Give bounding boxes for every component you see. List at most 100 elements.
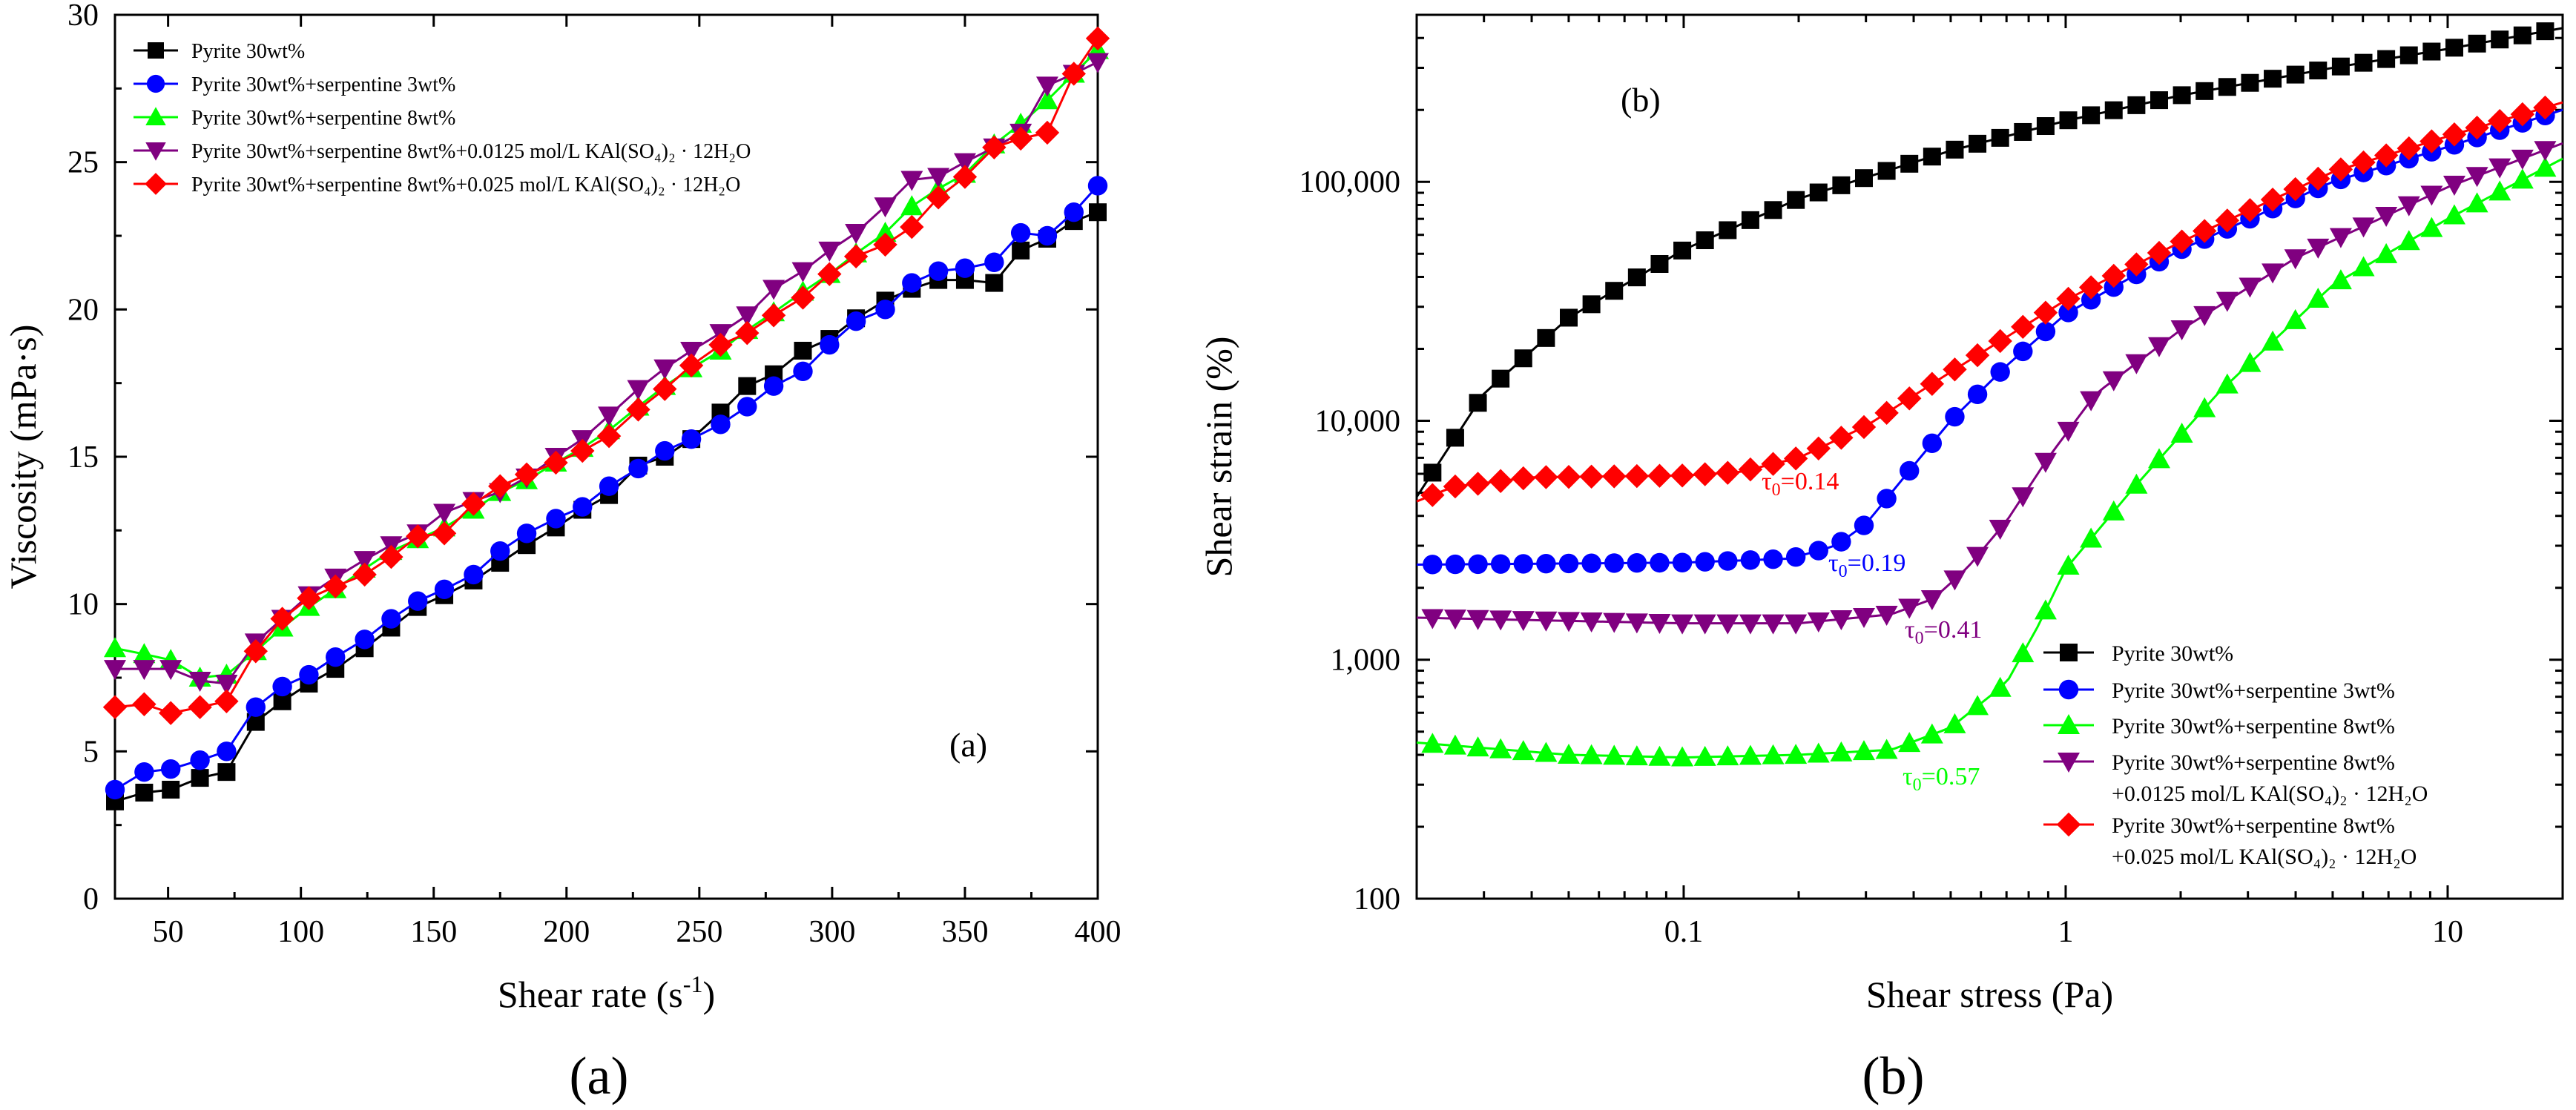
data-point bbox=[1466, 609, 1489, 630]
data-point bbox=[926, 185, 951, 210]
y-axis-label-b: Shear strain (%) bbox=[1198, 337, 1239, 578]
x-tick-label-a: 50 bbox=[153, 915, 184, 949]
data-point bbox=[1806, 436, 1831, 460]
data-point bbox=[2488, 108, 2512, 133]
data-point bbox=[2374, 143, 2399, 168]
data-point bbox=[191, 769, 209, 787]
data-point bbox=[900, 214, 924, 239]
data-point bbox=[2173, 86, 2191, 105]
data-point bbox=[2218, 78, 2236, 96]
data-point bbox=[2375, 207, 2398, 228]
data-point bbox=[2147, 448, 2170, 469]
data-point bbox=[2307, 287, 2330, 308]
data-point bbox=[2239, 277, 2262, 298]
data-point bbox=[2057, 421, 2080, 442]
data-point bbox=[433, 503, 456, 524]
data-point bbox=[2488, 180, 2511, 201]
data-point bbox=[2377, 50, 2396, 68]
data-point bbox=[2533, 95, 2557, 120]
legend-label-line2: +0.025 mol/L KAl(SO₄)₂ · 12H₂O bbox=[2112, 845, 2417, 869]
data-point bbox=[599, 476, 619, 496]
data-point bbox=[653, 377, 677, 401]
data-point bbox=[1671, 614, 1694, 635]
data-point bbox=[1513, 554, 1533, 574]
data-point bbox=[134, 762, 154, 782]
data-point bbox=[1421, 609, 1444, 630]
data-point bbox=[873, 232, 897, 257]
data-point bbox=[1443, 609, 1466, 630]
data-point bbox=[1008, 126, 1033, 151]
data-point bbox=[928, 261, 949, 281]
data-point bbox=[1943, 357, 1967, 382]
data-point bbox=[2034, 599, 2057, 620]
data-point bbox=[1581, 553, 1601, 573]
data-point bbox=[2328, 157, 2353, 182]
data-point bbox=[1492, 369, 1510, 388]
data-point bbox=[2534, 156, 2557, 177]
data-point bbox=[2011, 314, 2035, 339]
data-point bbox=[2491, 30, 2509, 49]
data-point bbox=[1990, 362, 2010, 382]
data-point bbox=[1785, 614, 1808, 635]
data-point bbox=[2104, 101, 2123, 119]
data-point bbox=[1900, 460, 1920, 481]
data-point bbox=[1716, 460, 1740, 485]
panel-b: 0.1 1 10 100 1,000 10,000 100,000 Shear stress … bbox=[1198, 13, 2564, 1106]
data-point bbox=[708, 332, 733, 357]
data-point bbox=[1625, 613, 1648, 634]
data-point bbox=[1763, 549, 1783, 569]
y-tick-label-a: 25 bbox=[67, 146, 99, 180]
tau-annotation: τ0=0.57 bbox=[1903, 763, 1980, 795]
data-point bbox=[1469, 394, 1487, 412]
data-point bbox=[1943, 713, 1966, 733]
data-point bbox=[1605, 282, 1624, 300]
data-point bbox=[653, 359, 676, 380]
data-point bbox=[2284, 308, 2307, 329]
series-line bbox=[1416, 108, 2563, 566]
data-point bbox=[2193, 397, 2216, 417]
data-point bbox=[794, 341, 812, 360]
data-point bbox=[596, 423, 622, 449]
data-point bbox=[2510, 102, 2535, 127]
data-point bbox=[353, 551, 376, 572]
data-point bbox=[902, 273, 922, 293]
data-point bbox=[2420, 217, 2443, 237]
data-point bbox=[1809, 183, 1828, 202]
data-point bbox=[1421, 733, 1444, 753]
data-point bbox=[1560, 308, 1578, 327]
data-point bbox=[1898, 732, 1921, 753]
data-point bbox=[1943, 570, 1966, 591]
data-point bbox=[102, 695, 128, 719]
data-point bbox=[1064, 202, 1084, 222]
data-point bbox=[1693, 614, 1716, 635]
data-point bbox=[738, 377, 757, 395]
data-point bbox=[2193, 305, 2216, 326]
data-point bbox=[2081, 290, 2101, 310]
data-point bbox=[1764, 201, 1782, 219]
data-point bbox=[711, 414, 731, 435]
data-point bbox=[627, 380, 650, 400]
data-point bbox=[1807, 612, 1830, 633]
data-point bbox=[270, 607, 294, 631]
data-point bbox=[2080, 391, 2103, 412]
data-point bbox=[737, 397, 757, 417]
y-tick-label-a: 5 bbox=[83, 735, 99, 769]
data-point bbox=[1808, 541, 1828, 561]
x-tick-label-a: 300 bbox=[808, 915, 855, 949]
data-point bbox=[1558, 612, 1581, 632]
data-point bbox=[680, 341, 703, 362]
data-point bbox=[2147, 240, 2172, 265]
data-point bbox=[2286, 65, 2305, 84]
data-point bbox=[2262, 263, 2285, 284]
data-point bbox=[246, 697, 266, 717]
data-point bbox=[1852, 740, 1875, 761]
data-point bbox=[1580, 612, 1603, 633]
data-point bbox=[570, 438, 595, 463]
data-point bbox=[1693, 745, 1716, 766]
legend-label: Pyrite 30wt%+serpentine 8wt% bbox=[2112, 714, 2395, 739]
legend-marker bbox=[145, 173, 167, 195]
data-point bbox=[188, 695, 212, 719]
data-point bbox=[1897, 386, 1922, 411]
data-point bbox=[1604, 553, 1624, 573]
x-tick-label-a: 200 bbox=[543, 915, 590, 949]
